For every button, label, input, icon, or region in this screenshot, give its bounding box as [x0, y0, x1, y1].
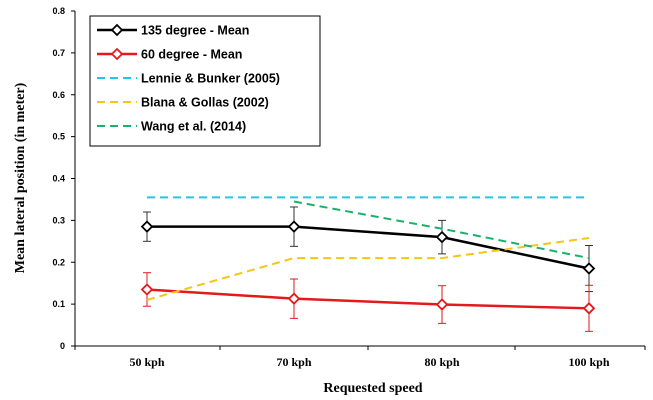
data-point-marker	[435, 230, 449, 244]
y-tick-label: 0.1	[52, 299, 65, 309]
y-tick-label: 0.8	[52, 6, 65, 16]
legend-entry: Wang et al. (2014)	[97, 120, 246, 134]
series-1	[140, 272, 596, 332]
y-tick-label: 0.7	[52, 48, 65, 58]
legend-entry: Blana & Gollas (2002)	[97, 96, 269, 110]
series-line	[147, 225, 590, 270]
y-tick-label: 0.5	[52, 132, 65, 142]
series-line	[146, 236, 590, 301]
legend-label: 60 degree - Mean	[141, 48, 242, 62]
legend-label: Blana & Gollas (2002)	[141, 96, 269, 110]
y-tick-label: 0.2	[52, 257, 65, 267]
y-tick-label: 0	[60, 341, 65, 351]
legend-box	[89, 15, 321, 147]
data-point-marker	[140, 283, 154, 296]
data-point-marker	[140, 220, 154, 233]
y-axis-title: Mean lateral position (in meter)	[13, 82, 28, 273]
y-tick-label: 0.6	[52, 90, 65, 100]
data-point-marker	[435, 298, 449, 311]
series-layer	[140, 196, 596, 332]
legend: 135 degree - Mean 60 degree - Mean Lennie …	[89, 15, 321, 147]
y-tick-label: 0.3	[52, 215, 65, 225]
legend-entry: 60 degree - Mean	[97, 48, 242, 62]
legend-label: Lennie & Bunker (2005)	[141, 72, 280, 86]
data-point-marker	[287, 220, 301, 233]
series-0	[140, 206, 596, 293]
series-3	[146, 236, 590, 301]
data-point-marker	[582, 262, 596, 275]
legend-marker	[110, 23, 124, 37]
series-line	[146, 288, 590, 310]
data-point-marker	[287, 292, 301, 305]
x-tick-label: 80 kph	[424, 355, 459, 369]
legend-marker	[110, 47, 124, 61]
y-tick-label: 0.4	[52, 174, 65, 184]
legend-entry: Lennie & Bunker (2005)	[97, 72, 280, 86]
x-tick-label: 100 kph	[568, 355, 609, 369]
legend-entry: 135 degree - Mean	[97, 24, 249, 38]
series-line	[293, 200, 590, 260]
x-tick-label: 50 kph	[129, 355, 164, 369]
x-axis-title: Requested speed	[323, 381, 422, 396]
data-point-marker	[582, 302, 596, 315]
y-axis-ticks: 0 0.1 0.2 0.3 0.4 0.5 0.6 0.7 0.8	[52, 6, 75, 351]
x-tick-label: 70 kph	[276, 355, 311, 369]
x-axis-ticks: 50 kph 70 kph 80 kph 100 kph	[74, 346, 646, 369]
legend-label: Wang et al. (2014)	[141, 120, 246, 134]
legend-label: 135 degree - Mean	[141, 24, 249, 38]
series-4	[293, 200, 590, 260]
